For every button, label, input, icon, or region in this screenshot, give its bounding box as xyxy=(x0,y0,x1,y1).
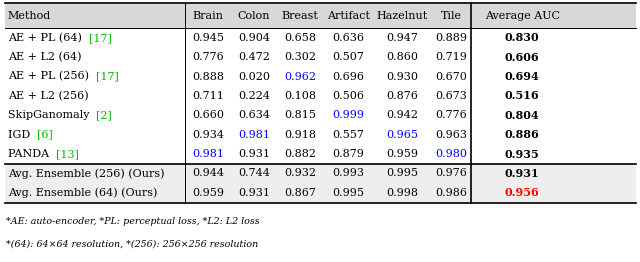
Text: 0.947: 0.947 xyxy=(386,33,418,43)
Text: 0.876: 0.876 xyxy=(386,91,418,101)
Text: 0.472: 0.472 xyxy=(238,52,270,62)
Text: AE + L2 (64): AE + L2 (64) xyxy=(8,52,81,62)
Text: 0.935: 0.935 xyxy=(505,149,540,160)
Text: PANDA: PANDA xyxy=(8,149,56,159)
Text: 0.744: 0.744 xyxy=(238,168,270,178)
Text: 0.986: 0.986 xyxy=(435,188,467,198)
Text: 0.224: 0.224 xyxy=(238,91,270,101)
Text: 0.956: 0.956 xyxy=(505,187,540,198)
Text: 0.889: 0.889 xyxy=(435,33,467,43)
Text: 0.670: 0.670 xyxy=(435,72,467,81)
Text: Artifact: Artifact xyxy=(327,10,370,21)
Text: 0.993: 0.993 xyxy=(332,168,364,178)
Text: [13]: [13] xyxy=(56,149,79,159)
Text: 0.557: 0.557 xyxy=(332,130,364,140)
Text: 0.711: 0.711 xyxy=(192,91,224,101)
Text: 0.507: 0.507 xyxy=(332,52,364,62)
Text: Avg. Ensemble (64) (Ours): Avg. Ensemble (64) (Ours) xyxy=(8,188,157,198)
Text: 0.302: 0.302 xyxy=(284,52,316,62)
Text: 0.815: 0.815 xyxy=(284,110,316,120)
Bar xyxy=(5,3,636,28)
Text: 0.694: 0.694 xyxy=(505,71,540,82)
Text: SkipGanomaly: SkipGanomaly xyxy=(8,110,96,120)
Text: 0.930: 0.930 xyxy=(386,72,418,81)
Text: Hazelnut: Hazelnut xyxy=(376,10,428,21)
Text: 0.944: 0.944 xyxy=(192,168,224,178)
Text: [17]: [17] xyxy=(96,72,118,81)
Text: 0.506: 0.506 xyxy=(332,91,364,101)
Text: 0.934: 0.934 xyxy=(192,130,224,140)
Text: 0.606: 0.606 xyxy=(505,52,540,63)
Text: 0.959: 0.959 xyxy=(386,149,418,159)
Text: 0.942: 0.942 xyxy=(386,110,418,120)
Text: 0.995: 0.995 xyxy=(386,168,418,178)
Text: Colon: Colon xyxy=(238,10,270,21)
Text: 0.904: 0.904 xyxy=(238,33,270,43)
Text: 0.995: 0.995 xyxy=(332,188,364,198)
Text: 0.959: 0.959 xyxy=(192,188,224,198)
Text: 0.860: 0.860 xyxy=(386,52,418,62)
Text: Average AUC: Average AUC xyxy=(484,10,560,21)
Text: 0.918: 0.918 xyxy=(284,130,316,140)
Text: 0.981: 0.981 xyxy=(192,149,224,159)
Text: 0.830: 0.830 xyxy=(505,32,540,43)
Text: [17]: [17] xyxy=(88,33,111,43)
Text: 0.965: 0.965 xyxy=(386,130,418,140)
Text: *AE: auto-encoder, *PL: perceptual loss, *L2: L2 loss: *AE: auto-encoder, *PL: perceptual loss,… xyxy=(6,217,260,226)
Bar xyxy=(5,183,636,203)
Text: AE + L2 (256): AE + L2 (256) xyxy=(8,91,88,101)
Text: Method: Method xyxy=(8,10,51,21)
Text: 0.634: 0.634 xyxy=(238,110,270,120)
Text: Avg. Ensemble (256) (Ours): Avg. Ensemble (256) (Ours) xyxy=(8,168,164,179)
Text: Tile: Tile xyxy=(440,10,461,21)
Text: 0.976: 0.976 xyxy=(435,168,467,178)
Text: 0.636: 0.636 xyxy=(332,33,364,43)
Text: 0.804: 0.804 xyxy=(505,110,540,121)
Text: 0.931: 0.931 xyxy=(505,168,540,179)
Text: 0.945: 0.945 xyxy=(192,33,224,43)
Text: 0.658: 0.658 xyxy=(284,33,316,43)
Text: 0.516: 0.516 xyxy=(505,90,540,101)
Text: 0.980: 0.980 xyxy=(435,149,467,159)
Text: 0.932: 0.932 xyxy=(284,168,316,178)
Text: 0.108: 0.108 xyxy=(284,91,316,101)
Text: 0.999: 0.999 xyxy=(332,110,364,120)
Text: 0.998: 0.998 xyxy=(386,188,418,198)
Text: *(64): 64×64 resolution, *(256): 256×256 resolution: *(64): 64×64 resolution, *(256): 256×256… xyxy=(6,239,259,248)
Text: 0.020: 0.020 xyxy=(238,72,270,81)
Text: 0.963: 0.963 xyxy=(435,130,467,140)
Text: 0.673: 0.673 xyxy=(435,91,467,101)
Text: 0.888: 0.888 xyxy=(192,72,224,81)
Text: 0.882: 0.882 xyxy=(284,149,316,159)
Text: 0.696: 0.696 xyxy=(332,72,364,81)
Text: 0.931: 0.931 xyxy=(238,149,270,159)
Text: 0.879: 0.879 xyxy=(332,149,364,159)
Text: 0.660: 0.660 xyxy=(192,110,224,120)
Text: 0.719: 0.719 xyxy=(435,52,467,62)
Text: 0.776: 0.776 xyxy=(435,110,467,120)
Text: 0.931: 0.931 xyxy=(238,188,270,198)
Text: 0.962: 0.962 xyxy=(284,72,316,81)
Bar xyxy=(5,164,636,183)
Text: 0.981: 0.981 xyxy=(238,130,270,140)
Text: [6]: [6] xyxy=(37,130,53,140)
Text: [2]: [2] xyxy=(96,110,112,120)
Text: 0.886: 0.886 xyxy=(505,129,540,140)
Text: 0.867: 0.867 xyxy=(284,188,316,198)
Text: Brain: Brain xyxy=(193,10,223,21)
Text: Breast: Breast xyxy=(282,10,319,21)
Text: AE + PL (64): AE + PL (64) xyxy=(8,32,88,43)
Text: 0.776: 0.776 xyxy=(192,52,224,62)
Text: IGD: IGD xyxy=(8,130,37,140)
Text: AE + PL (256): AE + PL (256) xyxy=(8,71,96,82)
